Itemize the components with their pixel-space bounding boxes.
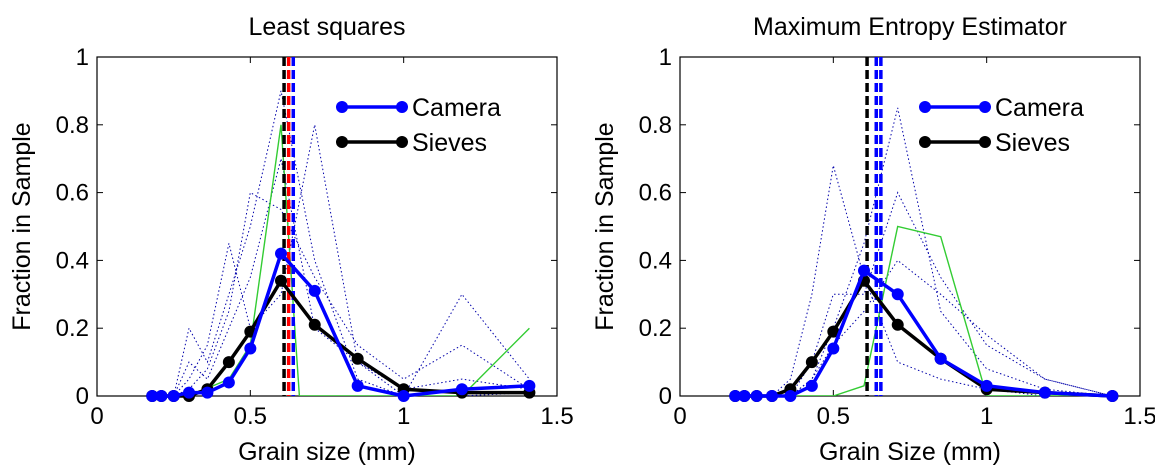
dotted-trace-line	[173, 191, 530, 396]
camera-point	[1106, 390, 1119, 402]
camera-point	[766, 390, 778, 402]
legend-camera-marker-left	[336, 101, 348, 113]
y-tick-label: 0.4	[56, 247, 89, 274]
x-tick-label: 1.5	[540, 403, 573, 430]
x-tick-label: 0.5	[234, 403, 267, 430]
legend-sieves-label: Sieves	[995, 129, 1070, 157]
x-axis-label: Grain Size (mm)	[819, 438, 1001, 466]
camera-series-line	[735, 268, 1113, 398]
green-trace-line	[188, 124, 530, 396]
y-axis-label: Fraction in Sample	[591, 122, 619, 330]
camera-series-line	[152, 251, 530, 398]
camera-point	[827, 342, 840, 355]
camera-point	[784, 390, 797, 402]
legend-sieves-marker-left	[336, 136, 348, 148]
dotted-trace-line	[790, 259, 1113, 396]
camera-point	[805, 379, 818, 392]
dotted-trace-line	[173, 90, 530, 396]
chart-title: Maximum Entropy Estimator	[753, 13, 1067, 41]
camera-point	[523, 379, 536, 392]
camera-point	[891, 288, 904, 301]
x-tick-label: 1.5	[1123, 403, 1155, 430]
legend-camera-marker-right	[979, 101, 991, 113]
sieves-series-line	[735, 278, 1113, 398]
camera-point	[183, 386, 195, 399]
sieves-point	[805, 356, 818, 369]
camera-point	[397, 390, 410, 402]
y-axis-label: Fraction in Sample	[8, 122, 36, 330]
plot-content	[771, 57, 1113, 396]
y-tick-label: 0.4	[639, 247, 672, 274]
sieves-point	[308, 318, 321, 331]
legend-sieves-marker-right	[979, 136, 991, 148]
camera-point	[222, 376, 235, 389]
x-tick-label: 0.5	[817, 403, 850, 430]
camera-point	[308, 284, 321, 297]
dotted-trace-line	[789, 191, 1113, 396]
y-tick-label: 1	[76, 44, 89, 71]
camera-point	[201, 386, 214, 399]
x-tick-label: 1	[980, 403, 993, 430]
chart-title: Least squares	[248, 13, 405, 41]
camera-point	[750, 390, 763, 402]
camera-point	[275, 247, 287, 260]
camera-point	[980, 379, 993, 392]
legend-sieves-label: Sieves	[412, 129, 487, 157]
x-tick-label: 0	[673, 403, 686, 430]
x-tick-label: 0	[90, 403, 103, 430]
sieves-point	[891, 318, 904, 331]
y-tick-label: 1	[659, 44, 672, 71]
sieves-point	[827, 325, 840, 338]
y-tick-label: 0	[76, 383, 89, 410]
chart-panel-1: Least squares 0 0.5 1 1.5 0 0.2 0.4 0.6 0.8 1 Grain…	[8, 13, 574, 466]
chart-panel-2: Maximum Entropy Estimator 0 0.5 1 1.5 0 0.2 0.4…	[591, 13, 1155, 466]
camera-point	[858, 264, 870, 277]
y-tick-label: 0.8	[639, 112, 672, 139]
camera-point	[244, 342, 257, 355]
sieves-point	[222, 356, 235, 369]
camera-point	[1038, 386, 1051, 399]
dotted-trace-line	[790, 107, 1113, 396]
x-axis-label: Grain size (mm)	[238, 438, 416, 466]
y-tick-label: 0.8	[56, 112, 89, 139]
legend-camera-label: Camera	[995, 94, 1084, 122]
legend-sieves-marker-right	[396, 136, 408, 148]
y-tick-label: 0.6	[56, 180, 89, 207]
camera-point	[738, 390, 751, 402]
legend-camera-label: Camera	[412, 94, 501, 122]
dotted-trace-line	[173, 124, 530, 396]
camera-point	[146, 390, 159, 402]
camera-point	[455, 383, 468, 396]
camera-point	[155, 390, 168, 402]
legend-camera-marker-left	[919, 101, 931, 113]
camera-point	[167, 390, 180, 402]
y-tick-label: 0.6	[639, 180, 672, 207]
sieves-point	[275, 274, 287, 287]
y-tick-label: 0.2	[56, 315, 89, 342]
plot-area-frame	[679, 56, 1141, 397]
y-tick-label: 0	[659, 383, 672, 410]
plot-content	[173, 57, 530, 396]
green-trace-line	[790, 225, 1113, 396]
legend-camera-marker-right	[396, 101, 408, 113]
camera-point	[351, 379, 364, 392]
legend-sieves-marker-left	[919, 136, 931, 148]
y-tick-label: 0.2	[639, 315, 672, 342]
x-tick-label: 1	[397, 403, 410, 430]
camera-point	[729, 390, 742, 402]
sieves-point	[351, 352, 364, 365]
camera-point	[934, 352, 947, 365]
